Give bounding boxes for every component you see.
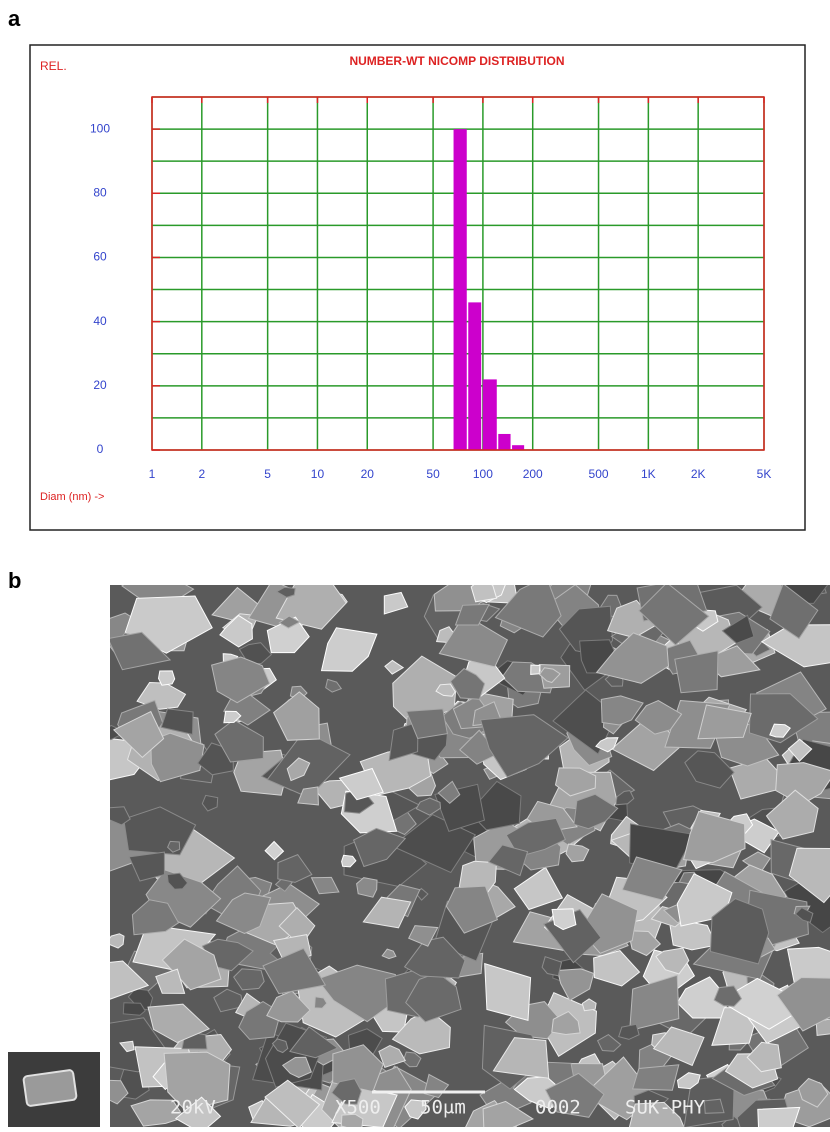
x-tick-label: 500 [589,467,609,481]
sem-voltage: 20kV [170,1097,216,1119]
bar [483,379,497,450]
x-tick-label: 50 [426,467,440,481]
y-tick-label: 60 [93,250,107,264]
sem-grain [159,671,175,685]
inset-crystal [23,1070,77,1107]
sem-scale-label: 50μm [420,1097,466,1119]
y-tick-label: 20 [93,378,107,392]
chart-title: NUMBER-WT NICOMP DISTRIBUTION [349,54,564,68]
bar [454,129,467,450]
sem-grain [106,934,124,948]
y-axis-label: REL. [40,59,67,73]
panel-label: b [8,568,21,593]
bar [498,434,510,450]
bar [468,302,481,450]
x-tick-label: 5 [264,467,271,481]
y-tick-label: 40 [93,314,107,328]
sem-lab: SUK-PHY [625,1097,706,1119]
sem-grain [704,1099,724,1113]
x-tick-label: 2 [198,467,205,481]
chart-box [30,45,805,530]
y-tick-label: 100 [90,121,110,135]
x-tick-label: 1 [149,467,156,481]
y-tick-label: 80 [93,185,107,199]
x-tick-label: 10 [311,467,325,481]
sem-grain [531,665,540,674]
y-tick-label: 0 [97,442,104,456]
sem-grain [633,1065,679,1091]
sem-grain [123,1003,145,1015]
sem-magnification: X500 [335,1097,381,1119]
sem-image-number: 0002 [535,1097,581,1119]
x-tick-label: 5K [757,467,772,481]
x-tick-label: 100 [473,467,493,481]
x-tick-label: 2K [691,467,706,481]
panel-label: a [8,6,21,31]
x-tick-label: 20 [361,467,375,481]
x-tick-label: 1K [641,467,656,481]
sem-grain [758,1107,800,1127]
sem-grain [357,878,377,898]
x-tick-label: 200 [523,467,543,481]
sem-grain [471,578,496,602]
x-axis-label: Diam (nm) -> [40,491,104,503]
sem-image [84,555,830,1127]
